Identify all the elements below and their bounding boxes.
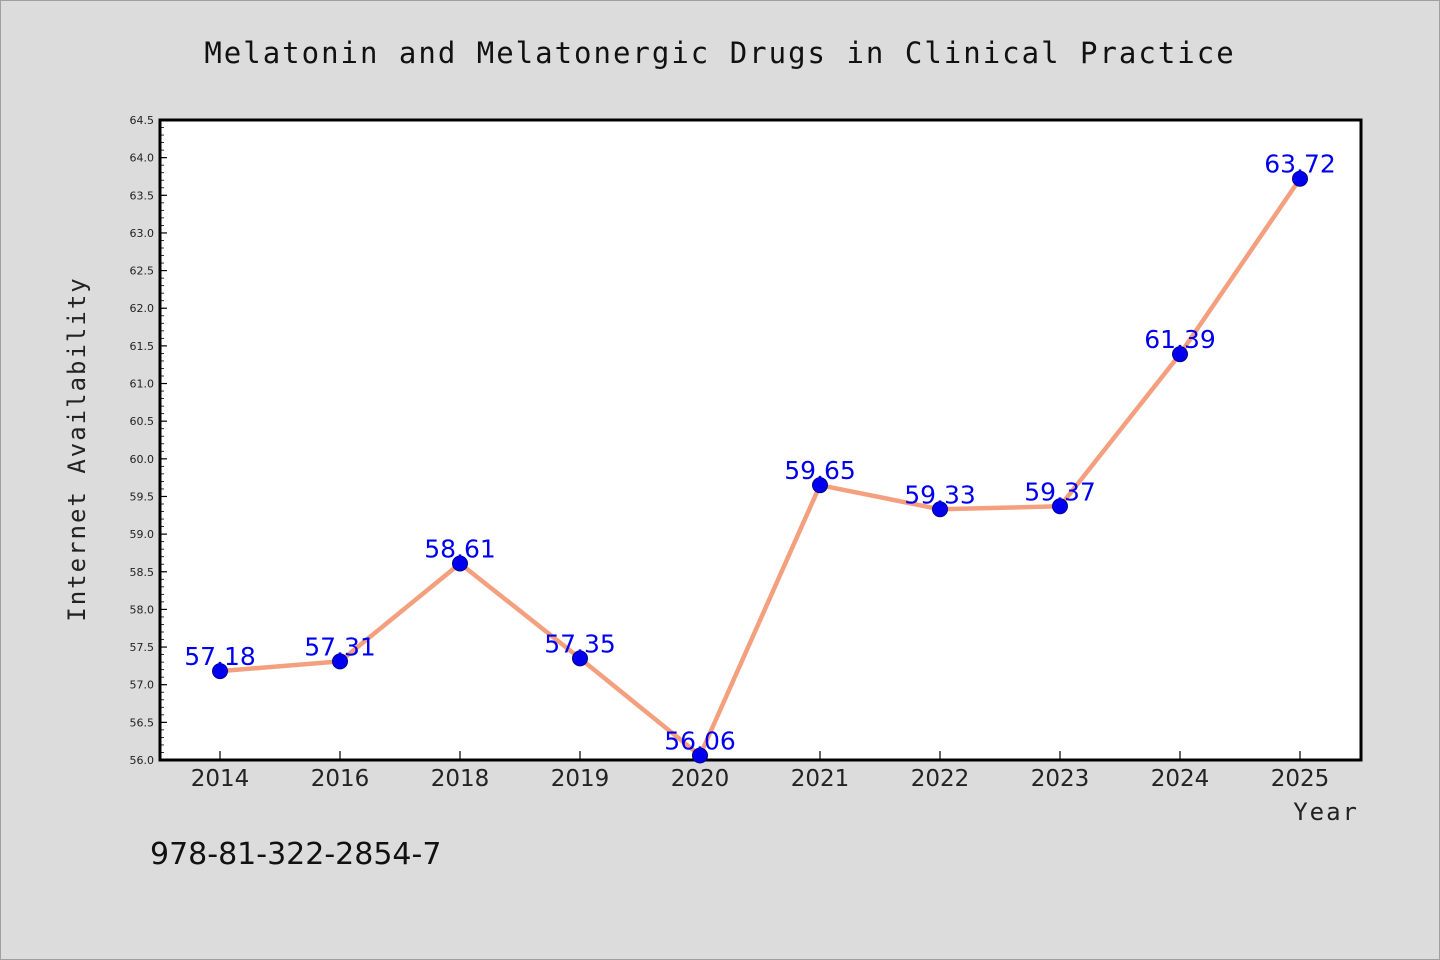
data-label: 56.06 (664, 726, 736, 755)
data-point (932, 501, 948, 518)
x-tick-label: 2024 (1151, 766, 1210, 792)
x-axis-label: Year (1293, 798, 1359, 826)
plot-area (158, 118, 1363, 762)
y-tick-label: 61.5 (130, 340, 155, 353)
data-label: 57.18 (184, 642, 256, 671)
x-tick-label: 2016 (311, 766, 370, 792)
x-tick-label: 2025 (1271, 766, 1330, 792)
y-tick-label: 56.0 (130, 754, 155, 767)
x-axis: 2014 2016 2018 2019 2020 2021 2022 2023 2024 2025 (191, 751, 1330, 792)
y-axis-label: Internet Availability (63, 276, 91, 621)
x-tick-label: 2022 (911, 766, 970, 792)
y-axis: 56.0 56.5 57.0 57.5 58.0 58.5 59.0 59.5 60.0 60.5… (130, 114, 167, 767)
data-markers (212, 170, 1308, 764)
y-tick-label: 63.5 (130, 189, 155, 202)
x-tick-label: 2023 (1031, 766, 1090, 792)
y-tick-label: 57.5 (130, 641, 155, 654)
y-tick-label: 58.5 (130, 566, 155, 579)
data-label: 59.37 (1024, 477, 1096, 506)
data-label: 58.61 (424, 534, 496, 563)
isbn-text: 978-81-322-2854-7 (150, 837, 441, 872)
data-point (212, 663, 228, 680)
x-tick-label: 2014 (191, 766, 250, 792)
data-label: 57.35 (544, 629, 616, 658)
y-tick-label: 59.5 (130, 490, 155, 503)
data-label: 63.72 (1264, 150, 1336, 179)
chart-title: Melatonin and Melatonergic Drugs in Clin… (204, 36, 1235, 70)
data-label: 61.39 (1144, 325, 1216, 354)
y-tick-label: 59.0 (130, 528, 155, 541)
data-label: 59.65 (784, 456, 856, 485)
data-point (812, 477, 828, 494)
data-label: 59.33 (904, 480, 976, 509)
data-point (332, 653, 348, 670)
y-tick-label: 57.0 (130, 679, 155, 692)
y-tick-label: 62.0 (130, 302, 155, 315)
x-tick-label: 2018 (431, 766, 490, 792)
y-tick-label: 63.0 (130, 227, 155, 240)
data-point (1292, 170, 1308, 187)
data-point (692, 747, 708, 764)
x-tick-label: 2020 (671, 766, 730, 792)
data-point (572, 650, 588, 667)
x-tick-label: 2019 (551, 766, 610, 792)
x-tick-label: 2021 (791, 766, 850, 792)
series-line (219, 177, 1302, 758)
y-tick-label: 61.0 (130, 378, 155, 391)
y-tick-label: 64.0 (130, 152, 155, 165)
data-point (1172, 346, 1188, 363)
y-tick-label: 62.5 (130, 265, 155, 278)
data-label: 57.31 (304, 632, 376, 661)
y-tick-label: 60.5 (130, 415, 155, 428)
data-labels: 57.18 57.31 58.61 57.35 56.06 59.65 59.33 59.37… (184, 150, 1336, 756)
data-point (452, 555, 468, 572)
y-tick-label: 58.0 (130, 603, 155, 616)
y-tick-label: 56.5 (130, 716, 155, 729)
y-tick-label: 64.5 (130, 114, 155, 127)
y-tick-label: 60.0 (130, 453, 155, 466)
data-point (1052, 498, 1068, 515)
